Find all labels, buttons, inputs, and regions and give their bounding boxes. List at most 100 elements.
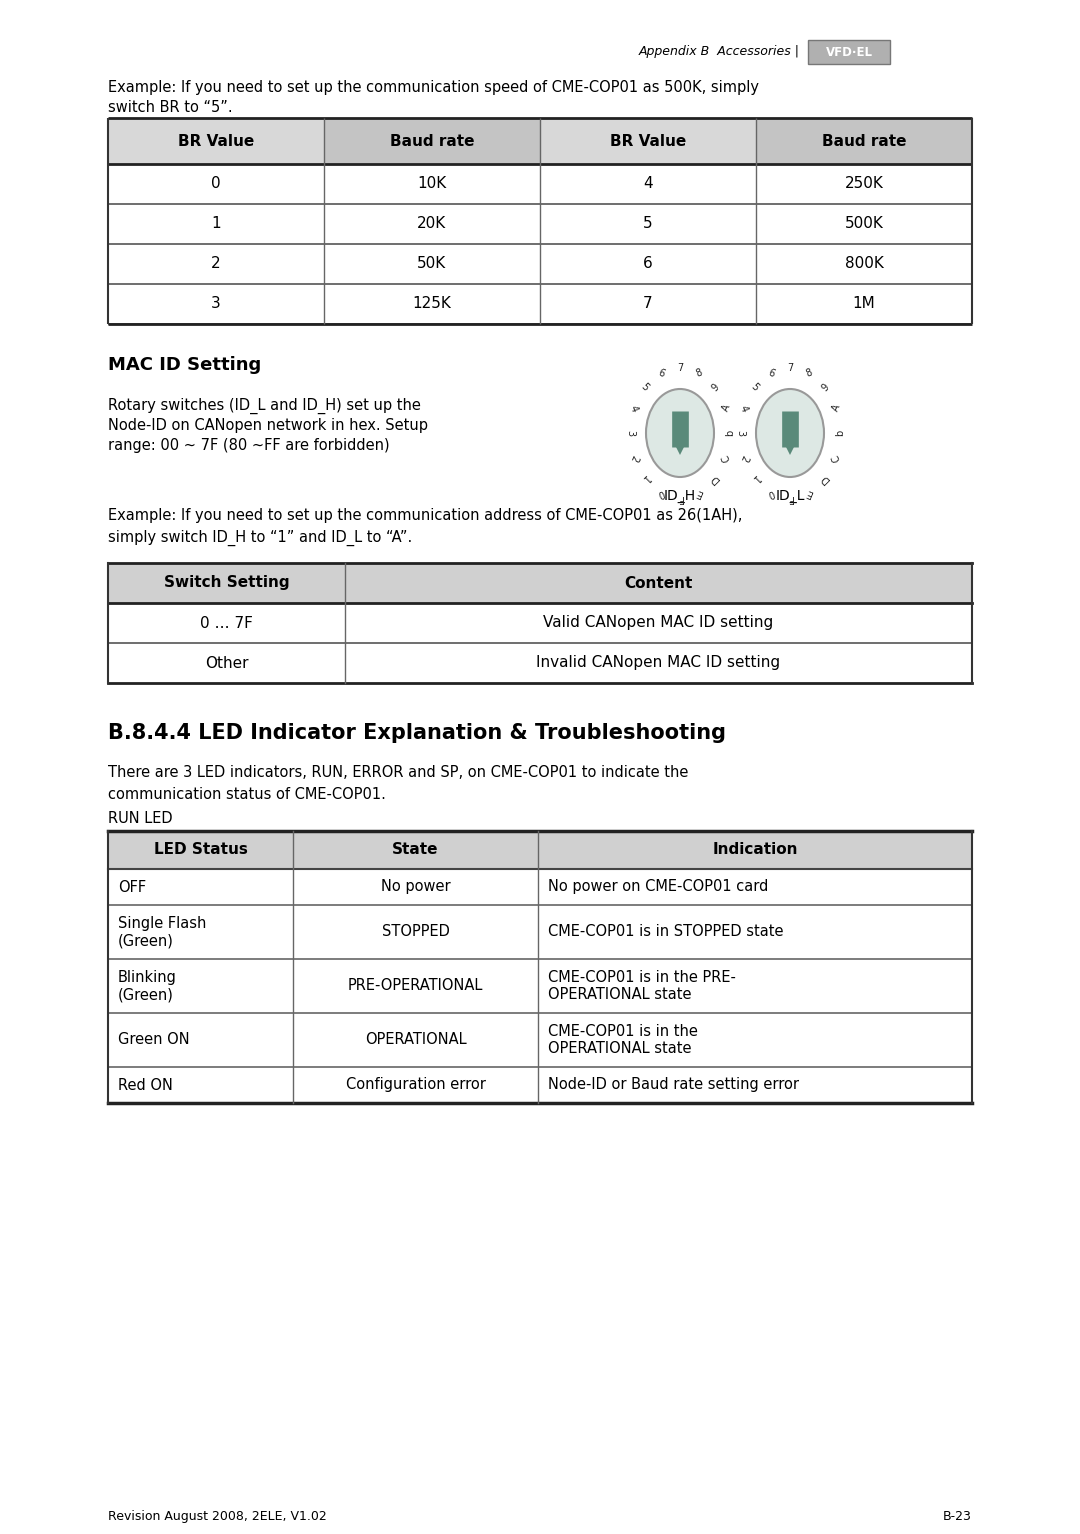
- Text: 5: 5: [644, 216, 652, 232]
- Text: Green ON: Green ON: [118, 1032, 190, 1048]
- Text: 3: 3: [211, 296, 221, 311]
- Text: Example: If you need to set up the communication address of CME-COP01 as 26(1AH): Example: If you need to set up the commu…: [108, 508, 742, 523]
- Text: BR Value: BR Value: [610, 133, 686, 149]
- Text: 2: 2: [627, 453, 639, 463]
- Text: Node-ID on CANopen network in hex. Setup: Node-ID on CANopen network in hex. Setup: [108, 417, 428, 433]
- Text: No power: No power: [380, 879, 450, 894]
- Text: Baud rate: Baud rate: [822, 133, 906, 149]
- Text: 2: 2: [212, 256, 220, 272]
- Text: B.8.4.4 LED Indicator Explanation & Troubleshooting: B.8.4.4 LED Indicator Explanation & Trou…: [108, 723, 726, 742]
- Text: 2: 2: [738, 453, 750, 463]
- Bar: [108, 563, 345, 603]
- Text: 4: 4: [644, 176, 652, 192]
- Text: 1: 1: [748, 472, 760, 485]
- Text: No power on CME-COP01 card: No power on CME-COP01 card: [548, 879, 768, 894]
- Text: Rotary switches (ID_L and ID_H) set up the: Rotary switches (ID_L and ID_H) set up t…: [108, 397, 421, 414]
- Bar: [540, 118, 756, 164]
- Text: 7: 7: [677, 364, 684, 373]
- Text: Configuration error: Configuration error: [346, 1077, 485, 1092]
- Text: b: b: [725, 430, 735, 436]
- Text: 1: 1: [639, 472, 650, 485]
- Text: Blinking
(Green): Blinking (Green): [118, 969, 177, 1002]
- Text: Invalid CANopen MAC ID setting: Invalid CANopen MAC ID setting: [537, 655, 781, 670]
- Text: 5: 5: [639, 382, 650, 393]
- Text: E: E: [694, 486, 704, 499]
- Text: State: State: [392, 842, 438, 858]
- Text: Baud rate: Baud rate: [390, 133, 474, 149]
- FancyBboxPatch shape: [808, 40, 890, 64]
- Text: switch BR to “5”.: switch BR to “5”.: [108, 100, 232, 115]
- Text: F: F: [677, 492, 683, 503]
- Text: simply switch ID_H to “1” and ID_L to “A”.: simply switch ID_H to “1” and ID_L to “A…: [108, 531, 413, 546]
- Text: There are 3 LED indicators, RUN, ERROR and SP, on CME-COP01 to indicate the: There are 3 LED indicators, RUN, ERROR a…: [108, 765, 688, 779]
- Text: C: C: [831, 453, 842, 463]
- Text: Appendix B  Accessories |: Appendix B Accessories |: [639, 46, 800, 58]
- Text: Revision August 2008, 2ELE, V1.02: Revision August 2008, 2ELE, V1.02: [108, 1509, 327, 1523]
- Text: 800K: 800K: [845, 256, 883, 272]
- Bar: [756, 118, 972, 164]
- Text: 6: 6: [643, 256, 653, 272]
- Text: Node-ID or Baud rate setting error: Node-ID or Baud rate setting error: [548, 1077, 799, 1092]
- Text: Content: Content: [624, 575, 692, 591]
- Text: 4: 4: [627, 403, 639, 413]
- Text: VFD·EL: VFD·EL: [825, 46, 873, 58]
- Text: Example: If you need to set up the communication speed of CME-COP01 as 500K, sim: Example: If you need to set up the commu…: [108, 80, 759, 95]
- Text: 10K: 10K: [417, 176, 447, 192]
- Text: D: D: [819, 472, 832, 485]
- Text: 6: 6: [657, 368, 665, 379]
- Text: 3: 3: [625, 430, 635, 436]
- Text: 0: 0: [212, 176, 220, 192]
- Text: b: b: [835, 430, 845, 436]
- Text: BR Value: BR Value: [178, 133, 254, 149]
- Text: E: E: [805, 486, 814, 499]
- Text: 50K: 50K: [417, 256, 447, 272]
- Text: 0: 0: [766, 486, 775, 499]
- Text: D: D: [710, 472, 721, 485]
- Text: 6: 6: [766, 368, 775, 379]
- Bar: [324, 118, 540, 164]
- Text: OFF: OFF: [118, 879, 146, 894]
- Text: CME-COP01 is in STOPPED state: CME-COP01 is in STOPPED state: [548, 925, 783, 939]
- Text: 1M: 1M: [852, 296, 876, 311]
- Text: Switch Setting: Switch Setting: [164, 575, 289, 591]
- Text: 0 … 7F: 0 … 7F: [200, 615, 253, 630]
- Text: 8: 8: [805, 368, 814, 379]
- Text: 7: 7: [787, 364, 793, 373]
- Bar: [293, 831, 538, 868]
- Text: Single Flash
(Green): Single Flash (Green): [118, 916, 206, 948]
- Text: 0: 0: [657, 486, 665, 499]
- Text: Other: Other: [205, 655, 248, 670]
- Text: 5: 5: [748, 382, 760, 393]
- Text: OPERATIONAL: OPERATIONAL: [365, 1032, 467, 1048]
- Bar: [108, 118, 324, 164]
- Bar: [345, 563, 972, 603]
- Text: 500K: 500K: [845, 216, 883, 232]
- Text: 8: 8: [694, 368, 704, 379]
- Text: 7: 7: [644, 296, 652, 311]
- Text: STOPPED: STOPPED: [381, 925, 449, 939]
- Bar: [108, 831, 293, 868]
- Text: F: F: [787, 492, 793, 503]
- Text: CME-COP01 is in the PRE-
OPERATIONAL state: CME-COP01 is in the PRE- OPERATIONAL sta…: [548, 969, 735, 1002]
- Text: LED Status: LED Status: [153, 842, 247, 858]
- Ellipse shape: [756, 390, 824, 477]
- Text: range: 00 ~ 7F (80 ~FF are forbidden): range: 00 ~ 7F (80 ~FF are forbidden): [108, 439, 390, 453]
- Text: 3: 3: [735, 430, 745, 436]
- Text: RUN LED: RUN LED: [108, 811, 173, 825]
- Ellipse shape: [646, 390, 714, 477]
- Text: 4: 4: [738, 403, 750, 413]
- Text: Indication: Indication: [712, 842, 798, 858]
- Text: ID_L: ID_L: [775, 489, 805, 503]
- Text: 250K: 250K: [845, 176, 883, 192]
- Bar: [538, 831, 972, 868]
- Text: 1: 1: [212, 216, 220, 232]
- Text: 9: 9: [710, 382, 721, 393]
- Text: PRE-OPERATIONAL: PRE-OPERATIONAL: [348, 979, 483, 994]
- Text: A: A: [831, 403, 842, 413]
- Text: 9: 9: [820, 382, 831, 393]
- Text: B-23: B-23: [943, 1509, 972, 1523]
- Text: CME-COP01 is in the
OPERATIONAL state: CME-COP01 is in the OPERATIONAL state: [548, 1023, 698, 1057]
- Text: communication status of CME-COP01.: communication status of CME-COP01.: [108, 787, 386, 802]
- Text: 125K: 125K: [413, 296, 451, 311]
- Text: MAC ID Setting: MAC ID Setting: [108, 356, 261, 374]
